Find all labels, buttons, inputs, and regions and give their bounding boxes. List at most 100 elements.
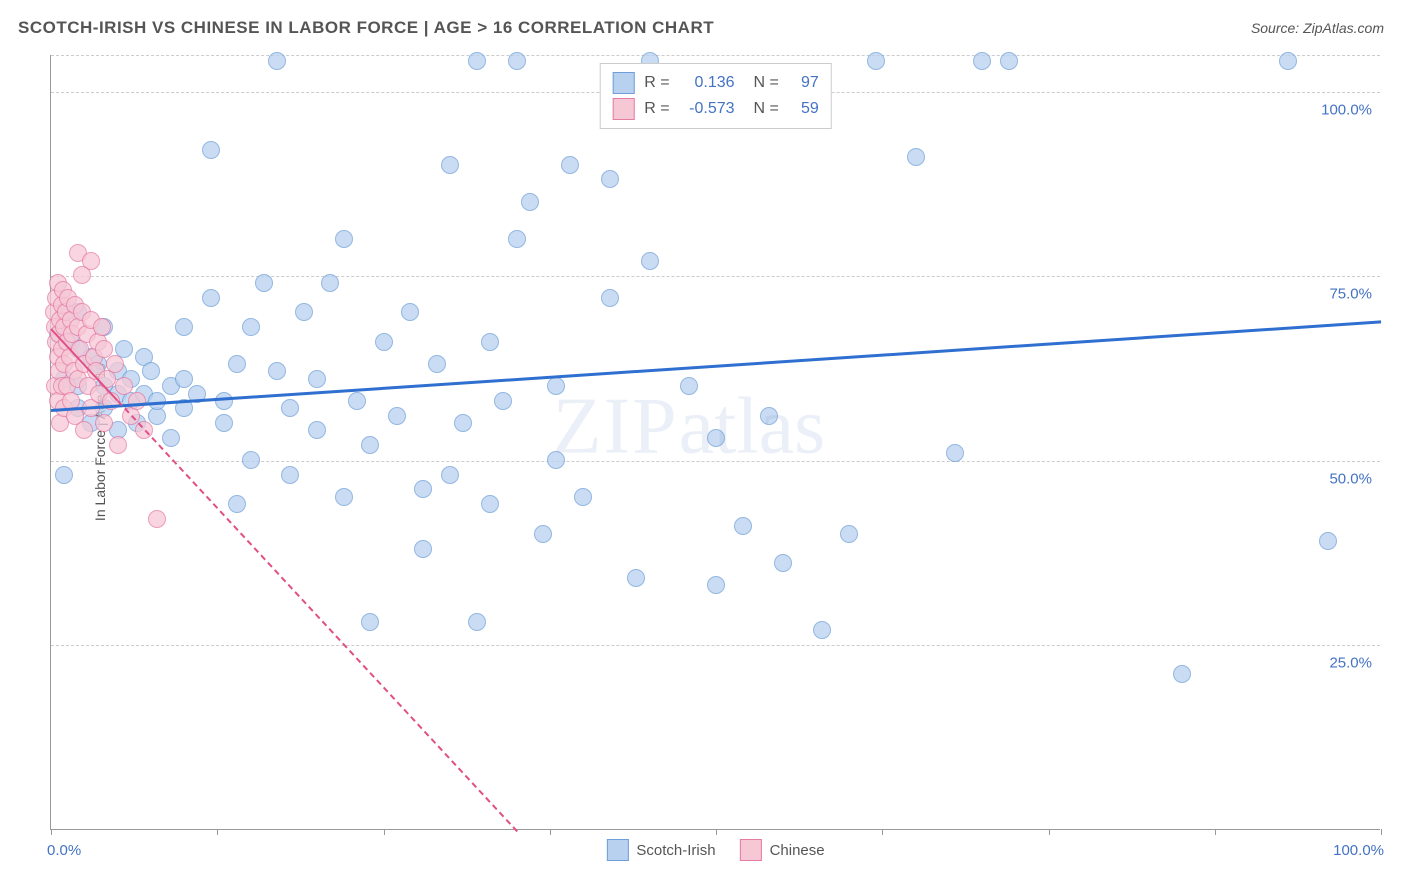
scatter-point [268, 362, 286, 380]
scatter-point [202, 289, 220, 307]
legend-item: Scotch-Irish [606, 839, 715, 861]
scatter-point [128, 392, 146, 410]
scatter-point [109, 436, 127, 454]
scatter-point [115, 377, 133, 395]
legend-swatch [612, 98, 634, 120]
scatter-point [707, 429, 725, 447]
scatter-point [454, 414, 472, 432]
scatter-point [680, 377, 698, 395]
scatter-point [348, 392, 366, 410]
scatter-point [468, 52, 486, 70]
scatter-point [162, 429, 180, 447]
legend-series-name: Chinese [770, 842, 825, 859]
x-tick-mark [716, 829, 717, 835]
scatter-point [468, 613, 486, 631]
n-value: 59 [789, 100, 819, 118]
scatter-point [414, 540, 432, 558]
n-label: N = [745, 100, 779, 118]
scatter-point [627, 569, 645, 587]
scatter-point [840, 525, 858, 543]
y-tick-label: 25.0% [1329, 655, 1372, 672]
scatter-point [1319, 532, 1337, 550]
scatter-point [481, 495, 499, 513]
scatter-point [73, 266, 91, 284]
scatter-point [268, 52, 286, 70]
x-tick-mark [1049, 829, 1050, 835]
scatter-point [1279, 52, 1297, 70]
scatter-point [867, 52, 885, 70]
scatter-point [907, 148, 925, 166]
scatter-point [308, 421, 326, 439]
x-tick-mark [550, 829, 551, 835]
trend-line [117, 400, 517, 832]
scatter-point [1000, 52, 1018, 70]
y-tick-label: 50.0% [1329, 470, 1372, 487]
gridline [51, 276, 1380, 277]
scatter-point [574, 488, 592, 506]
scatter-point [55, 466, 73, 484]
scatter-point [228, 355, 246, 373]
r-value: 0.136 [680, 74, 735, 92]
scatter-point [242, 318, 260, 336]
scatter-point [361, 613, 379, 631]
legend-stat-row: R = -0.573 N = 59 [612, 96, 819, 122]
legend-item: Chinese [740, 839, 825, 861]
scatter-point [641, 252, 659, 270]
scatter-point [388, 407, 406, 425]
scatter-point [255, 274, 273, 292]
scatter-point [601, 289, 619, 307]
legend-stats-box: R = 0.136 N = 97 R = -0.573 N = 59 [599, 63, 832, 129]
scatter-point [547, 377, 565, 395]
scatter-point [228, 495, 246, 513]
gridline [51, 55, 1380, 56]
scatter-point [401, 303, 419, 321]
scatter-point [361, 436, 379, 454]
scatter-point [202, 141, 220, 159]
n-label: N = [745, 74, 779, 92]
r-value: -0.573 [680, 100, 735, 118]
scatter-point [707, 576, 725, 594]
chart-container: SCOTCH-IRISH VS CHINESE IN LABOR FORCE |… [0, 0, 1406, 892]
scatter-point [93, 318, 111, 336]
scatter-point [95, 414, 113, 432]
scatter-point [321, 274, 339, 292]
y-tick-label: 75.0% [1329, 286, 1372, 303]
scatter-point [774, 554, 792, 572]
r-label: R = [644, 100, 669, 118]
x-axis-min-label: 0.0% [47, 842, 81, 859]
scatter-point [295, 303, 313, 321]
scatter-point [281, 466, 299, 484]
scatter-point [547, 451, 565, 469]
scatter-point [242, 451, 260, 469]
legend-stat-row: R = 0.136 N = 97 [612, 70, 819, 96]
legend-swatch [606, 839, 628, 861]
scatter-point [142, 362, 160, 380]
scatter-point [441, 156, 459, 174]
scatter-point [335, 230, 353, 248]
scatter-point [75, 421, 93, 439]
gridline [51, 645, 1380, 646]
scatter-point [813, 621, 831, 639]
r-label: R = [644, 74, 669, 92]
x-tick-mark [51, 829, 52, 835]
scatter-point [481, 333, 499, 351]
x-tick-mark [882, 829, 883, 835]
scatter-point [561, 156, 579, 174]
scatter-point [428, 355, 446, 373]
scatter-point [508, 230, 526, 248]
x-axis-max-label: 100.0% [1333, 842, 1384, 859]
scatter-point [1173, 665, 1191, 683]
x-tick-mark [1215, 829, 1216, 835]
scatter-point [414, 480, 432, 498]
scatter-point [175, 370, 193, 388]
scatter-point [308, 370, 326, 388]
scatter-point [281, 399, 299, 417]
scatter-point [175, 318, 193, 336]
chart-title: SCOTCH-IRISH VS CHINESE IN LABOR FORCE |… [18, 18, 714, 38]
scatter-point [148, 510, 166, 528]
scatter-point [734, 517, 752, 535]
n-value: 97 [789, 74, 819, 92]
scatter-point [335, 488, 353, 506]
legend-series-name: Scotch-Irish [636, 842, 715, 859]
x-tick-mark [217, 829, 218, 835]
